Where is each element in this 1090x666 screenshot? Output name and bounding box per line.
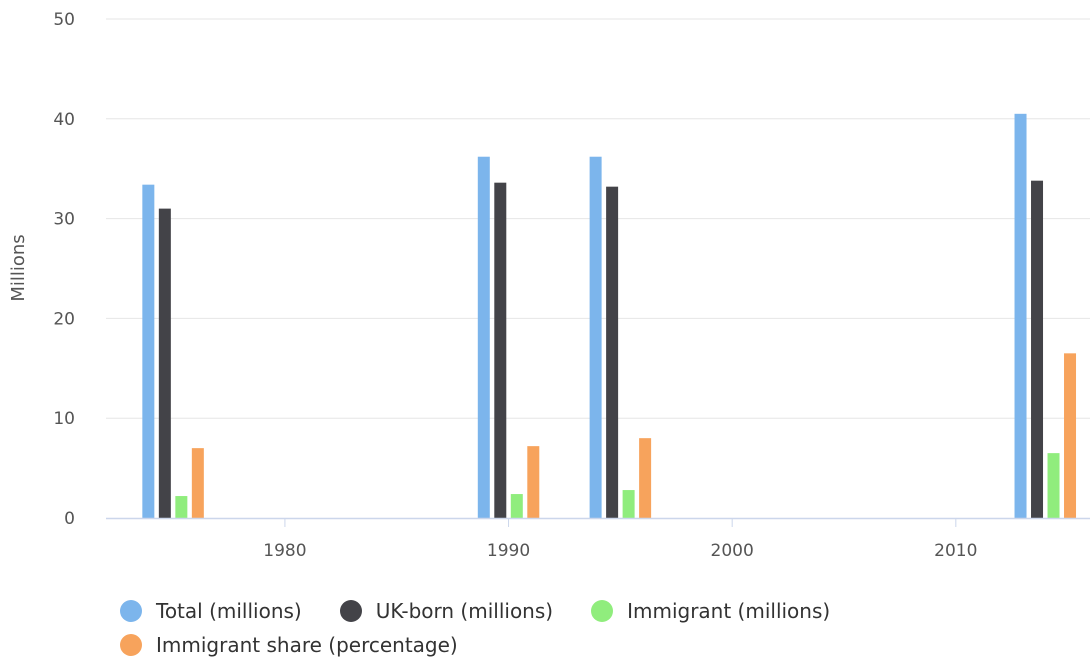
legend: Total (millions) UK-born (millions) Immi… [120, 594, 1080, 662]
y-tick-labels: 0 10 20 30 40 50 [53, 10, 75, 529]
bar [1047, 453, 1060, 518]
x-tick-label: 2010 [934, 541, 977, 561]
legend-label-immigrant-share: Immigrant share (percentage) [156, 633, 458, 657]
bar [191, 448, 204, 518]
x-tick-label: 1990 [487, 541, 530, 561]
bar [142, 184, 155, 518]
bar [510, 494, 523, 518]
legend-item-total[interactable]: Total (millions) [120, 599, 302, 623]
bar [175, 496, 188, 518]
legend-label-immigrant: Immigrant (millions) [627, 599, 831, 623]
legend-item-uk-born[interactable]: UK-born (millions) [339, 599, 554, 623]
y-tick-label: 20 [53, 309, 75, 329]
bars [142, 113, 1077, 518]
x-tick-label: 1980 [263, 541, 306, 561]
legend-marker-uk-born [339, 600, 362, 622]
bar [1014, 113, 1027, 518]
legend-item-immigrant[interactable]: Immigrant (millions) [591, 599, 830, 623]
legend-label-uk-born: UK-born (millions) [375, 599, 554, 623]
legend-label-total: Total (millions) [156, 599, 302, 623]
legend-row: Total (millions) UK-born (millions) Immi… [120, 594, 1080, 628]
bar [622, 490, 635, 518]
y-tick-label: 40 [53, 110, 75, 130]
y-tick-label: 50 [53, 10, 75, 30]
x-tick-labels: 1980 1990 2000 2010 [263, 518, 977, 561]
legend-row: Immigrant share (percentage) [120, 628, 1080, 662]
legend-marker-immigrant [591, 600, 614, 622]
legend-marker-total [120, 600, 142, 622]
bar [494, 182, 507, 518]
y-tick-label: 10 [53, 409, 75, 429]
bar [639, 438, 652, 518]
bar [527, 446, 540, 518]
y-tick-label: 30 [53, 210, 75, 230]
bar [606, 186, 619, 518]
bar [158, 208, 171, 518]
y-tick-label: 0 [64, 509, 75, 529]
y-axis-title: Millions [8, 234, 29, 301]
legend-item-immigrant-share[interactable]: Immigrant share (percentage) [120, 633, 458, 657]
legend-marker-immigrant-share [120, 634, 142, 656]
bar [477, 156, 490, 518]
x-tick-label: 2000 [711, 541, 754, 561]
bar [1064, 353, 1077, 518]
bar [589, 156, 602, 518]
bar [1031, 180, 1044, 518]
